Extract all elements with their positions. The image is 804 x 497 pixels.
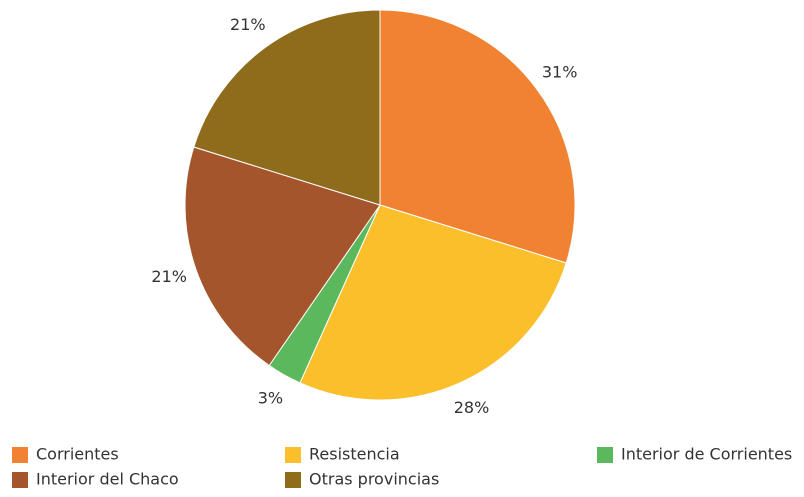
data-label: 21% xyxy=(151,267,187,286)
legend-swatch xyxy=(597,447,613,463)
pie-slice xyxy=(184,146,381,367)
legend-swatch xyxy=(285,447,301,463)
legend-swatch xyxy=(285,472,301,488)
data-label: 31% xyxy=(542,62,578,81)
pie-slice xyxy=(193,9,381,206)
data-label: 3% xyxy=(258,389,283,408)
pie-slice xyxy=(299,204,567,401)
legend-label: Otras provincias xyxy=(309,470,439,489)
pie-slice xyxy=(379,9,576,264)
legend-label: Interior de Corrientes xyxy=(621,445,792,464)
legend-label: Corrientes xyxy=(36,445,119,464)
data-label: 28% xyxy=(454,398,490,417)
legend-swatch xyxy=(12,447,28,463)
legend-label: Resistencia xyxy=(309,445,400,464)
legend-swatch xyxy=(12,472,28,488)
legend-label: Interior del Chaco xyxy=(36,470,179,489)
data-label: 21% xyxy=(230,15,266,34)
